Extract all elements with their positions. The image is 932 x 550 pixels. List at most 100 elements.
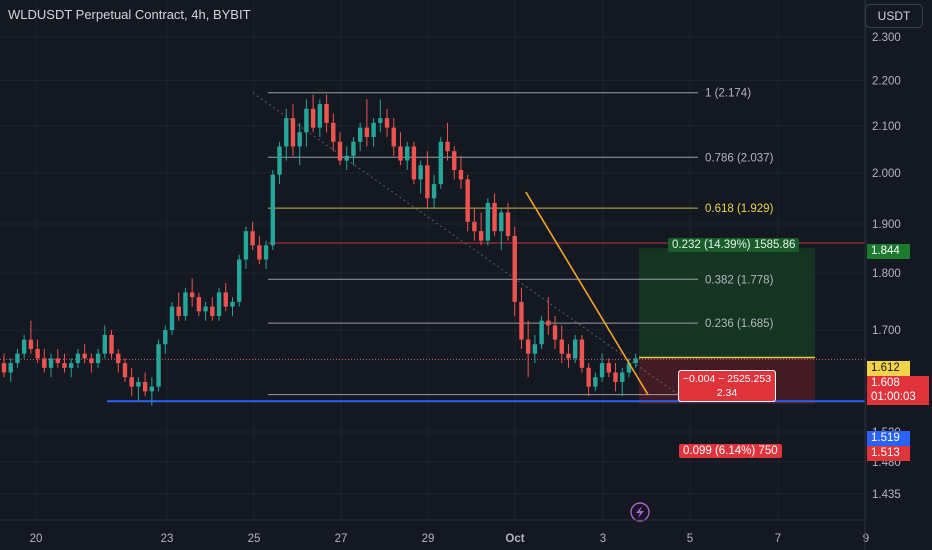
candle-body [196,297,202,312]
candle-body [122,363,128,378]
price-badge-support: 1.519 [867,431,910,446]
x-tick-label: 7 [775,533,781,545]
candle-body [250,231,255,246]
candle-body [626,363,632,373]
price-badge-stop: 1.513 [867,446,910,461]
drawings [252,92,679,522]
y-tick-label: 1.700 [872,325,901,337]
candle-body [203,306,208,312]
candle-body [331,122,336,142]
candle-body [35,348,40,359]
candle-body [472,221,477,232]
candle-body [297,132,302,147]
candle-body [223,292,228,307]
candle-body [532,344,538,354]
target-label: 0.232 (14.39%) 1585.86 [668,238,800,252]
x-tick-label: 20 [30,533,43,545]
y-tick-label: 1.800 [872,268,901,280]
candle-body [42,358,47,368]
candle-body [438,141,443,185]
candle-body [48,358,54,368]
candle-body [411,146,417,180]
candle-body [586,367,591,387]
candle-body [613,372,618,382]
candle-body [465,179,470,222]
candle-body [324,104,329,123]
price-badge-countdown: 01:00:03 [867,390,929,405]
candle-body [418,165,423,180]
candle-body [75,353,81,364]
candle-body [257,245,262,260]
candle-body [1,363,7,373]
fib-level-label: 1 (2.174) [705,88,751,100]
entry-label-line-2: 2.34 [716,387,738,399]
candle-body [129,377,134,387]
candle-body [351,141,356,156]
candle-body [364,127,370,138]
candle-body [478,231,484,241]
candle-body [55,358,60,364]
candle-body [21,339,27,354]
candle-body [546,320,551,326]
candle-body [525,339,531,354]
y-tick-label: 1.435 [872,489,901,501]
candle-body [599,363,605,378]
candle-body [216,292,222,316]
candle-body [183,292,188,316]
x-tick-label: 5 [687,533,693,545]
candle-body [290,118,296,147]
currency-button[interactable]: USDT [865,4,923,28]
candle-body [492,202,497,232]
y-tick-label: 2.300 [872,32,901,44]
candle-body [15,353,20,364]
target-zone [639,248,815,358]
candle-body [344,155,349,161]
candle-body [559,339,564,354]
candle-body [317,104,323,128]
x-tick-label: 29 [422,533,435,545]
candle-body [337,141,343,161]
candle-body [566,353,571,359]
entry-label-line-1: −0.004 ~ 2525.253 [682,373,772,385]
candle-body [398,146,403,161]
candle-body [230,301,235,307]
fib-level-label: 0.236 (1.685) [705,318,774,330]
candle-body [391,127,396,147]
candle-body [452,151,457,170]
candle-body [270,174,275,246]
candle-body [512,235,517,302]
candle-body [210,306,215,316]
y-tick-label: 2.200 [872,76,901,88]
candle-body [263,245,269,260]
price-badge-last: 1.608 [867,376,929,391]
fib-level-label: 0.618 (1.929) [705,203,774,215]
candle-body [633,358,638,364]
candle-body [62,363,67,368]
candle-body [620,372,625,382]
x-tick-label: 23 [161,533,174,545]
candle-body [539,320,544,345]
price-badge-entry: 1.612 [867,361,910,376]
candle-body [425,165,430,199]
candle-body [431,184,437,199]
candle-body [277,146,282,175]
candle-body [573,339,578,359]
axes: 2.3002.2002.1002.0001.9001.8001.7001.520… [0,0,901,550]
candle-body [95,353,101,364]
x-tick-label: 9 [863,533,869,545]
downtrend-line [525,191,649,396]
candle-body [109,334,114,354]
candle-body [519,301,524,340]
candle-body [156,344,161,387]
lightning-icon [630,502,650,522]
stop-label: 0.099 (6.14%) 750 [679,444,782,458]
y-tick-label: 2.100 [872,121,901,133]
candle-body [606,363,611,373]
candle-body [169,306,175,331]
candle-body [284,118,289,147]
fib-trend-line [252,92,679,396]
candle-body [499,212,504,232]
candle-body [378,118,383,123]
candle-body [176,306,181,316]
